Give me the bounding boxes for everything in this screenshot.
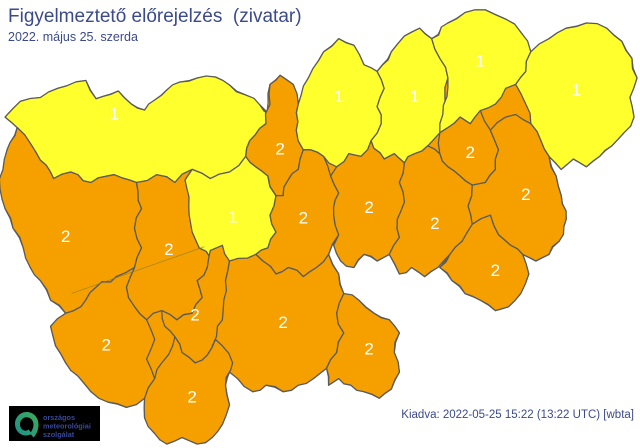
svg-text:2: 2 — [364, 198, 373, 217]
svg-text:2: 2 — [164, 240, 173, 259]
svg-text:1: 1 — [110, 104, 119, 123]
svg-text:1: 1 — [334, 87, 343, 106]
svg-text:2: 2 — [491, 261, 500, 280]
svg-text:1: 1 — [476, 52, 485, 71]
svg-text:1: 1 — [410, 87, 419, 106]
svg-text:2: 2 — [364, 339, 373, 358]
svg-text:2: 2 — [430, 214, 439, 233]
svg-text:2: 2 — [187, 388, 196, 407]
svg-text:2: 2 — [278, 313, 287, 332]
svg-text:1: 1 — [228, 207, 237, 226]
svg-text:2: 2 — [61, 227, 70, 246]
svg-text:2: 2 — [465, 143, 474, 162]
svg-text:2: 2 — [521, 185, 530, 204]
svg-text:2: 2 — [101, 335, 110, 354]
svg-text:2: 2 — [190, 305, 199, 324]
svg-text:2: 2 — [299, 209, 308, 228]
svg-text:2: 2 — [275, 139, 284, 158]
svg-text:szolgálat: szolgálat — [43, 430, 75, 439]
svg-text:1: 1 — [572, 80, 581, 99]
